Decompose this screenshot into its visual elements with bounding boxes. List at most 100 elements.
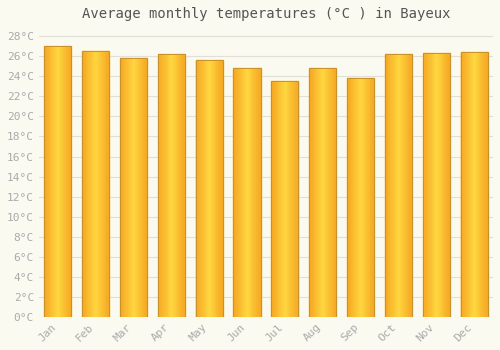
Bar (328, 68, 329, 317)
Bar (480, 52, 482, 317)
Bar (63, 46, 64, 317)
Bar (106, 51, 108, 317)
Bar (372, 78, 374, 317)
Bar (196, 60, 223, 317)
Bar (66, 46, 67, 317)
Bar (405, 54, 406, 317)
Bar (108, 51, 109, 317)
Bar (90, 51, 91, 317)
Bar (278, 82, 280, 317)
Bar (356, 78, 357, 317)
Bar (158, 54, 185, 317)
Bar (474, 52, 475, 317)
Bar (175, 54, 176, 317)
Bar (137, 58, 138, 317)
Bar (249, 68, 250, 317)
Bar (120, 58, 147, 317)
Bar (213, 60, 214, 317)
Bar (390, 54, 391, 317)
Bar (102, 51, 103, 317)
Bar (274, 82, 275, 317)
Bar (442, 53, 444, 317)
Bar (84, 51, 86, 317)
Bar (463, 52, 464, 317)
Bar (180, 54, 182, 317)
Bar (316, 68, 318, 317)
Bar (310, 68, 311, 317)
Bar (422, 53, 424, 317)
Bar (216, 60, 218, 317)
Bar (352, 78, 354, 317)
Bar (271, 82, 272, 317)
Bar (239, 68, 240, 317)
Bar (288, 82, 290, 317)
Bar (424, 53, 426, 317)
Bar (291, 82, 292, 317)
Bar (120, 58, 122, 317)
Bar (238, 68, 239, 317)
Bar (349, 78, 350, 317)
Bar (355, 78, 356, 317)
Bar (86, 51, 88, 317)
Bar (411, 54, 412, 317)
Bar (403, 54, 404, 317)
Bar (478, 52, 480, 317)
Bar (83, 51, 84, 317)
Bar (467, 52, 468, 317)
Bar (200, 60, 201, 317)
Bar (360, 78, 362, 317)
Bar (309, 68, 336, 317)
Bar (331, 68, 332, 317)
Bar (358, 78, 360, 317)
Bar (460, 52, 488, 317)
Bar (234, 68, 235, 317)
Bar (242, 68, 244, 317)
Bar (281, 82, 282, 317)
Bar (273, 82, 274, 317)
Bar (44, 46, 72, 317)
Bar (58, 46, 59, 317)
Bar (429, 53, 430, 317)
Bar (198, 60, 199, 317)
Bar (309, 68, 310, 317)
Bar (362, 78, 364, 317)
Bar (293, 82, 294, 317)
Bar (126, 58, 127, 317)
Bar (101, 51, 102, 317)
Bar (392, 54, 393, 317)
Bar (199, 60, 200, 317)
Bar (330, 68, 331, 317)
Bar (464, 52, 465, 317)
Bar (365, 78, 366, 317)
Bar (57, 46, 58, 317)
Bar (48, 46, 50, 317)
Bar (402, 54, 403, 317)
Bar (434, 53, 436, 317)
Bar (472, 52, 473, 317)
Bar (88, 51, 89, 317)
Bar (400, 54, 401, 317)
Bar (100, 51, 101, 317)
Bar (441, 53, 442, 317)
Bar (124, 58, 126, 317)
Bar (236, 68, 237, 317)
Bar (319, 68, 320, 317)
Bar (89, 51, 90, 317)
Bar (311, 68, 312, 317)
Bar (404, 54, 405, 317)
Bar (257, 68, 258, 317)
Bar (103, 51, 104, 317)
Bar (250, 68, 252, 317)
Bar (282, 82, 283, 317)
Bar (172, 54, 173, 317)
Bar (67, 46, 68, 317)
Bar (290, 82, 291, 317)
Bar (163, 54, 164, 317)
Bar (430, 53, 431, 317)
Bar (482, 52, 483, 317)
Bar (99, 51, 100, 317)
Bar (448, 53, 449, 317)
Bar (410, 54, 411, 317)
Bar (138, 58, 139, 317)
Bar (285, 82, 286, 317)
